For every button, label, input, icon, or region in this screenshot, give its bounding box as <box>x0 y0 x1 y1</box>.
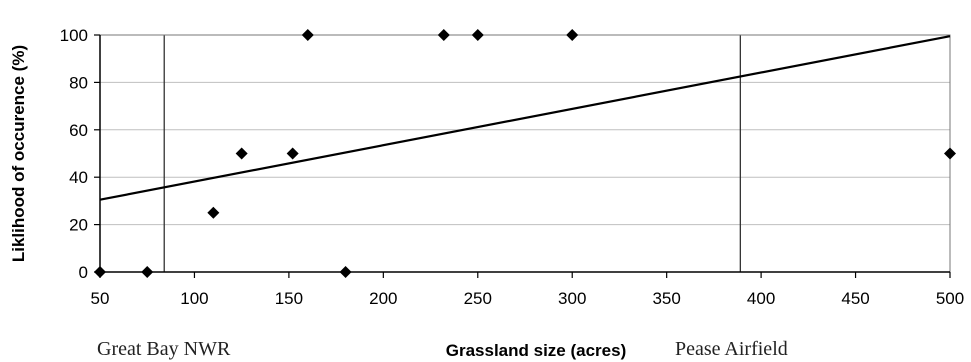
reference-label: Great Bay NWR <box>97 338 231 360</box>
reference-label: Pease Airfield <box>675 338 788 360</box>
y-tick-label: 100 <box>60 26 88 45</box>
data-point <box>471 29 484 41</box>
x-tick-label: 400 <box>747 289 775 308</box>
data-point <box>207 206 220 219</box>
x-axis-title: Grassland size (acres) <box>446 341 626 360</box>
y-tick-label: 20 <box>69 216 88 235</box>
data-point <box>141 266 154 278</box>
data-point <box>94 266 106 278</box>
reference-lines <box>163 35 741 272</box>
x-tick-label: 350 <box>652 289 680 308</box>
data-point <box>235 147 248 160</box>
gridlines <box>100 34 950 226</box>
x-tick-label: 200 <box>369 289 397 308</box>
y-axis-title: Liklihood of occurence (%) <box>9 45 28 262</box>
plot-area-border <box>99 34 951 273</box>
reference-line-labels: Great Bay NWR Pease Airfield <box>97 338 788 360</box>
x-tick-label: 50 <box>91 289 110 308</box>
x-tick-label: 500 <box>936 289 964 308</box>
x-tick-labels: 50 100 150 200 250 300 350 400 450 500 <box>91 272 964 308</box>
y-tick-label: 60 <box>69 121 88 140</box>
y-tick-label: 40 <box>69 168 88 187</box>
data-point <box>944 147 956 160</box>
x-tick-label: 300 <box>558 289 586 308</box>
y-tick-label: 0 <box>79 263 88 282</box>
data-points <box>94 29 956 278</box>
data-point <box>339 266 352 278</box>
y-tick-labels: 0 20 40 60 80 100 <box>60 26 100 282</box>
data-point <box>437 29 450 41</box>
x-tick-label: 250 <box>464 289 492 308</box>
y-tick-label: 80 <box>69 73 88 92</box>
data-point <box>301 29 314 41</box>
data-point <box>566 29 579 41</box>
x-tick-label: 450 <box>841 289 869 308</box>
trendline <box>99 35 951 201</box>
x-tick-label: 150 <box>275 289 303 308</box>
data-point <box>286 147 299 160</box>
x-tick-label: 100 <box>180 289 208 308</box>
